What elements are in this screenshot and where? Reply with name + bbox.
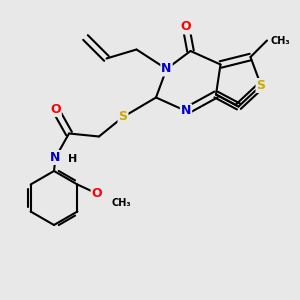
Text: H: H <box>68 154 77 164</box>
Text: N: N <box>161 62 172 76</box>
Text: O: O <box>181 20 191 34</box>
Text: CH₃: CH₃ <box>271 35 290 46</box>
Text: O: O <box>50 103 61 116</box>
Text: S: S <box>256 79 266 92</box>
Text: N: N <box>181 104 191 118</box>
Text: O: O <box>92 187 102 200</box>
Text: S: S <box>118 110 127 124</box>
Text: CH₃: CH₃ <box>112 197 131 208</box>
Text: N: N <box>50 151 61 164</box>
